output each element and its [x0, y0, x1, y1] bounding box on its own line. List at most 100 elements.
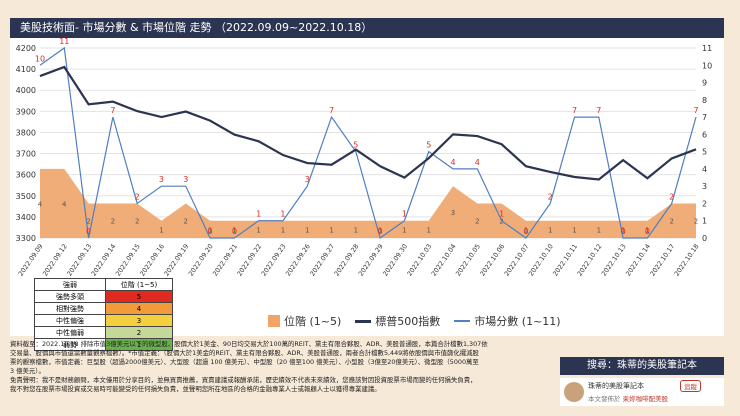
legend-label-sp500: 標普500指數 [375, 315, 441, 328]
y-right-tick-label: 0 [702, 234, 707, 243]
author-card[interactable]: 珠蒂的美股筆記本 追蹤 本文發佈於 柬妳咖啡配美股 [560, 378, 724, 406]
level-value-label: 2 [475, 218, 479, 226]
level-row-label: 中性偏強 [34, 314, 106, 327]
score-value-label: 3 [159, 175, 164, 184]
level-value-label: 1 [305, 226, 309, 234]
score-value-label: 4 [450, 158, 455, 167]
x-tick-label: 2022.10.18 [673, 243, 701, 278]
footnote-line: 資料截至：2022.10.18 排除市值3億美元以下的微型股、股價大於1美金、9… [10, 340, 488, 348]
score-value-label: 1 [280, 210, 285, 219]
footnote-line: 3 億美元）。 [10, 367, 45, 375]
y-left-tick-label: 3700 [16, 150, 36, 159]
level-row-value: 5 [105, 290, 173, 303]
level-value-label: 2 [499, 218, 503, 226]
author-sub-prefix: 本文發佈於 [588, 395, 621, 403]
footnote-line: 交易量、股價與市值還需數量觀察檔數）。*市值定義：（股價大於1美金的REIT、黨… [10, 349, 479, 357]
level-value-label: 2 [86, 218, 90, 226]
score-value-label: 7 [572, 106, 577, 115]
level-value-label: 1 [621, 226, 625, 234]
score-value-label: 7 [596, 106, 601, 115]
score-value-label: 2 [669, 192, 674, 201]
score-value-label: 1 [256, 210, 261, 219]
level-row-value: 2 [105, 326, 173, 339]
legend-swatch-sp500 [355, 319, 372, 323]
score-value-label: 0 [86, 227, 91, 236]
y-right-tick-label: 10 [702, 61, 712, 70]
score-value-label: 0 [378, 227, 383, 236]
score-value-label: 11 [59, 38, 69, 46]
level-value-label: 1 [329, 226, 333, 234]
score-value-label: 1 [499, 210, 504, 219]
footnote-line: 票的觀察檔數，市值定義：巨型股（超過2000億美元）、大型股（超過 100 億美… [10, 358, 479, 366]
y-right-tick-label: 2 [702, 199, 707, 208]
level-value-label: 1 [597, 226, 601, 234]
level-value-label: 1 [281, 226, 285, 234]
level-value-label: 1 [524, 226, 528, 234]
level-value-label: 2 [694, 218, 698, 226]
score-value-label: 0 [621, 227, 626, 236]
level-value-label: 2 [184, 218, 188, 226]
score-value-label: 5 [426, 141, 431, 150]
level-row-label: 弱勢 [34, 338, 106, 351]
level-row-value: 3 [105, 314, 173, 327]
y-left-tick-label: 3500 [16, 192, 36, 201]
chart-legend: 位階 (1~5) 標普500指數 市場分數 (1~11) [268, 313, 561, 329]
score-value-label: 7 [110, 106, 115, 115]
legend-swatch-area [268, 315, 280, 327]
y-left-tick-label: 3400 [16, 213, 36, 222]
level-value-label: 1 [256, 226, 260, 234]
level-value-label: 2 [135, 218, 139, 226]
level-value-label: 2 [669, 218, 673, 226]
y-left-tick-label: 3600 [16, 171, 36, 180]
score-value-label: 2 [548, 192, 553, 201]
score-value-label: 7 [693, 106, 698, 115]
legend-label-level: 位階 (1~5) [284, 315, 342, 328]
author-subtitle: 本文發佈於 柬妳咖啡配美股 [588, 393, 668, 403]
score-value-label: 3 [183, 175, 188, 184]
y-right-tick-label: 11 [702, 44, 712, 53]
level-value-label: 1 [159, 226, 163, 234]
level-value-label: 1 [354, 226, 358, 234]
level-table-header-strength: 強弱 [34, 278, 106, 291]
level-value-label: 2 [111, 218, 115, 226]
level-value-label: 1 [645, 226, 649, 234]
level-area [40, 168, 696, 238]
level-value-label: 1 [208, 226, 212, 234]
legend-swatch-score [454, 320, 471, 322]
y-left-tick-label: 4100 [16, 65, 36, 74]
level-value-label: 1 [548, 226, 552, 234]
level-row-label: 相對強勢 [34, 302, 106, 315]
sp500-line [39, 65, 697, 181]
chart-card: 3300 3400 3500 3600 3700 3800 3900 4000 4100 4200… [10, 38, 724, 351]
y-right-tick-label: 7 [702, 113, 707, 122]
y-right-tick-label: 6 [702, 130, 707, 139]
score-value-label: 0 [523, 227, 528, 236]
y-right-tick-label: 9 [702, 79, 707, 88]
author-avatar[interactable] [564, 382, 584, 402]
legend-item-level: 位階 (1~5) [268, 313, 341, 329]
level-value-label: 1 [378, 226, 382, 234]
score-value-label: 0 [645, 227, 650, 236]
author-name[interactable]: 珠蒂的美股筆記本 [588, 382, 644, 390]
y-right-tick-label: 4 [702, 165, 707, 174]
follow-button[interactable]: 追蹤 [680, 380, 701, 392]
y-right-tick-label: 5 [702, 148, 707, 157]
level-row-label: 中性偏弱 [34, 326, 106, 339]
author-sub-link[interactable]: 柬妳咖啡配美股 [622, 395, 669, 403]
score-value-label: 7 [329, 106, 334, 115]
y-left-tick-label: 3900 [16, 107, 36, 116]
level-value-label: 3 [451, 209, 455, 217]
y-left-tick-label: 3800 [16, 128, 36, 137]
disclaimer-line: 我不對您在股票市場投資或交易時可能變受的任何損失負責，並聲明您所在地區的合格的金… [10, 385, 381, 393]
level-value-label: 4 [62, 200, 67, 208]
score-value-label: 5 [353, 141, 358, 150]
score-value-label: 0 [208, 227, 213, 236]
legend-label-score: 市場分數 (1~11) [474, 315, 561, 328]
y-left-tick-label: 4200 [16, 44, 36, 53]
score-value-label: 1 [402, 210, 407, 219]
y-left-tick-label: 3300 [16, 234, 36, 243]
level-value-label: 1 [427, 226, 431, 234]
y-right-tick-label: 3 [702, 182, 707, 191]
score-value-label: 0 [232, 227, 237, 236]
score-value-label: 3 [305, 175, 310, 184]
